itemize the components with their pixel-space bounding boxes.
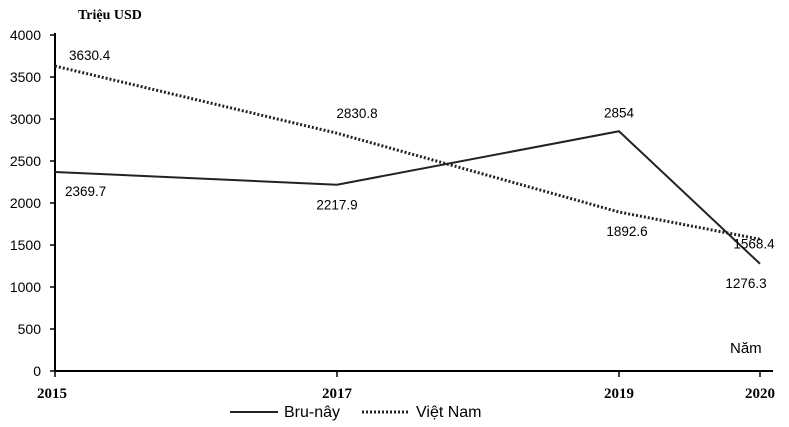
legend: Bru-nây Việt Nam: [230, 404, 482, 421]
y-tick-label: 3000: [10, 111, 41, 127]
y-tick-label: 2500: [10, 153, 41, 169]
x-tick-label: 2020: [745, 386, 775, 402]
data-label: 1568.4: [733, 236, 775, 251]
data-label: 2217.9: [316, 198, 357, 213]
legend-label-bru-nay: Bru-nây: [284, 404, 340, 421]
series-line-bru-nay: [54, 130, 761, 265]
legend-label-viet-nam: Việt Nam: [416, 404, 482, 421]
data-label: 1276.3: [725, 276, 766, 291]
x-axis-name-label: Năm: [730, 340, 762, 357]
data-label: 2830.8: [336, 106, 377, 121]
data-label: 3630.4: [69, 48, 111, 63]
y-tick-label: 1000: [10, 279, 41, 295]
x-tick-label: 2019: [604, 386, 634, 402]
y-tick-label: 3500: [10, 69, 41, 85]
y-tick-label: 2000: [10, 195, 41, 211]
y-tick-label: 0: [33, 363, 41, 379]
data-label-layer: 2369.7 2217.9 2854 1276.3 3630.4 2830.8 1892.6…: [65, 48, 775, 291]
y-axis-unit-label: Triệu USD: [78, 8, 142, 23]
x-tick-label: 2017: [322, 386, 353, 402]
x-axis-ticks: 2015 2017 2019 2020: [37, 371, 775, 402]
data-label: 1892.6: [606, 224, 647, 239]
series-line-viet-nam: [54, 64, 761, 241]
series-layer: [54, 64, 761, 265]
y-tick-label: 500: [18, 321, 42, 337]
x-tick-label: 2015: [37, 386, 67, 402]
data-label: 2854: [604, 105, 635, 120]
data-label: 2369.7: [65, 184, 106, 199]
y-axis-ticks: 0 500 1000 1500 2000 2500 3000 3500 4000: [10, 27, 55, 379]
y-tick-label: 1500: [10, 237, 41, 253]
y-tick-label: 4000: [10, 27, 41, 43]
